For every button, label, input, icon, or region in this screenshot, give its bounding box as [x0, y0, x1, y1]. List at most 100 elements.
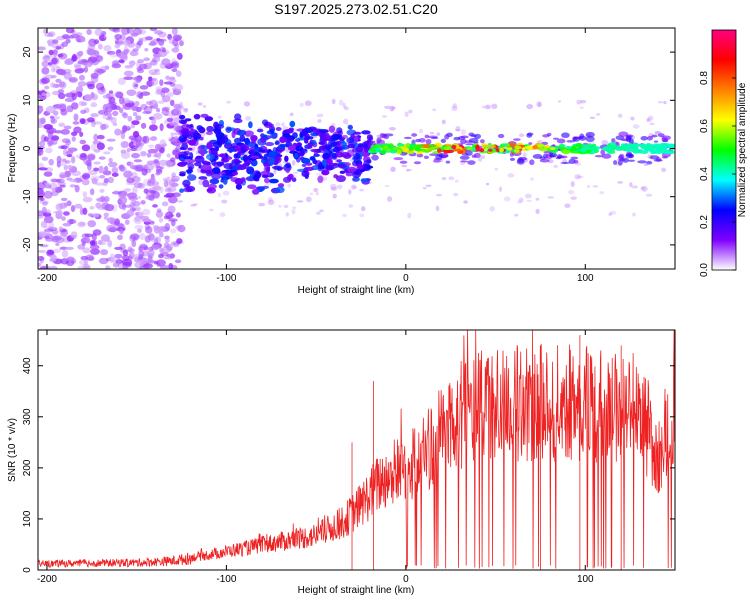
- heatmap-blob: [242, 154, 249, 162]
- heatmap-blob: [342, 102, 346, 109]
- heatmap-blob: [132, 130, 140, 138]
- heatmap-blob: [179, 40, 184, 47]
- heatmap-blob: [172, 242, 180, 248]
- heatmap-blob: [126, 161, 134, 167]
- heatmap-blob: [149, 235, 159, 243]
- heatmap-blob: [131, 152, 141, 159]
- heatmap-blob: [212, 141, 223, 149]
- heatmap-blob: [52, 110, 59, 116]
- heatmap-blob: [579, 106, 584, 109]
- heatmap-blob: [172, 38, 179, 47]
- heatmap-blob: [147, 148, 158, 154]
- heatmap-blob: [263, 134, 268, 140]
- heatmap-blob: [66, 219, 77, 225]
- heatmap-blob: [90, 175, 100, 182]
- heatmap-blob: [168, 196, 178, 204]
- heatmap-blob: [445, 160, 451, 164]
- heatmap-blob: [129, 50, 139, 57]
- heatmap-blob: [407, 212, 412, 219]
- heatmap-peak: [607, 150, 616, 155]
- heatmap-blob: [139, 85, 149, 90]
- heatmap-blob: [41, 60, 49, 68]
- heatmap-blob: [158, 31, 167, 38]
- heatmap-blob: [383, 135, 390, 140]
- heatmap-blob: [108, 90, 114, 94]
- heatmap-blob: [570, 156, 579, 160]
- heatmap-blob: [122, 265, 128, 269]
- heatmap-blob: [305, 196, 312, 203]
- heatmap-blob: [47, 249, 54, 256]
- heatmap-blob: [45, 225, 54, 230]
- heatmap-peak: [585, 149, 592, 153]
- heatmap-blob: [177, 162, 187, 167]
- heatmap-blob: [171, 28, 178, 36]
- heatmap-blob: [453, 192, 459, 197]
- heatmap-blob: [204, 116, 214, 122]
- heatmap-y-tick-label: 0: [22, 145, 33, 151]
- heatmap-blob: [209, 178, 220, 185]
- heatmap-peak: [656, 149, 666, 154]
- heatmap-blob: [83, 173, 91, 179]
- heatmap-blob: [62, 158, 67, 163]
- heatmap-blob: [158, 159, 169, 166]
- heatmap-blob: [64, 97, 75, 102]
- heatmap-y-tick-label: 10: [22, 94, 33, 106]
- heatmap-blob: [573, 159, 579, 164]
- heatmap-blob: [342, 213, 347, 218]
- heatmap-blob: [121, 112, 127, 117]
- heatmap-blob: [66, 153, 73, 158]
- heatmap-blob: [135, 115, 142, 121]
- heatmap-peak: [632, 147, 638, 153]
- heatmap-blob: [135, 141, 142, 147]
- heatmap-blob: [640, 186, 645, 190]
- heatmap-blob: [388, 126, 396, 131]
- heatmap-blob: [122, 249, 129, 257]
- heatmap-blob: [56, 210, 64, 216]
- heatmap-blob: [188, 139, 197, 146]
- heatmap-blob: [154, 68, 160, 73]
- heatmap-blob: [180, 128, 190, 135]
- snr-y-tick-label: 0: [22, 567, 33, 573]
- heatmap-blob: [366, 159, 372, 164]
- heatmap-blob: [119, 166, 127, 172]
- heatmap-blob: [48, 140, 54, 147]
- heatmap-blob: [123, 170, 129, 175]
- heatmap-blob: [155, 210, 164, 218]
- heatmap-blob: [146, 160, 156, 165]
- heatmap-blob: [79, 118, 86, 125]
- heatmap-blob: [118, 59, 125, 64]
- heatmap-blob: [70, 170, 81, 177]
- heatmap-blob: [103, 216, 108, 220]
- heatmap-blob: [467, 160, 476, 165]
- heatmap-blob: [226, 148, 236, 152]
- heatmap-blob: [57, 92, 66, 100]
- heatmap-blob: [164, 235, 170, 240]
- heatmap-blob: [60, 128, 70, 135]
- heatmap-blob: [356, 164, 364, 170]
- heatmap-blob: [424, 134, 430, 139]
- heatmap-blob: [172, 192, 182, 198]
- heatmap-blob: [585, 136, 595, 142]
- heatmap-blob: [85, 254, 94, 261]
- heatmap-blob: [279, 136, 287, 143]
- heatmap-blob: [114, 246, 123, 250]
- heatmap-x-axis-label: Height of straight line (km): [298, 285, 415, 296]
- heatmap-blob: [61, 41, 69, 48]
- heatmap-blob: [45, 209, 51, 214]
- heatmap-blob: [62, 148, 68, 156]
- colorbar-frame: [711, 29, 737, 271]
- heatmap-blob: [106, 217, 116, 224]
- heatmap-blob: [416, 153, 424, 158]
- heatmap-blob: [51, 137, 58, 145]
- heatmap-blob: [138, 37, 144, 43]
- heatmap-blob: [266, 130, 275, 135]
- heatmap-blob: [142, 111, 152, 115]
- heatmap-blob: [64, 160, 71, 164]
- heatmap-blob: [152, 56, 161, 63]
- heatmap-blob: [102, 111, 107, 120]
- heatmap-blob: [113, 218, 121, 226]
- heatmap-blob: [157, 100, 165, 104]
- heatmap-blob: [153, 113, 163, 120]
- heatmap-blob: [526, 103, 534, 110]
- heatmap-blob: [106, 138, 116, 142]
